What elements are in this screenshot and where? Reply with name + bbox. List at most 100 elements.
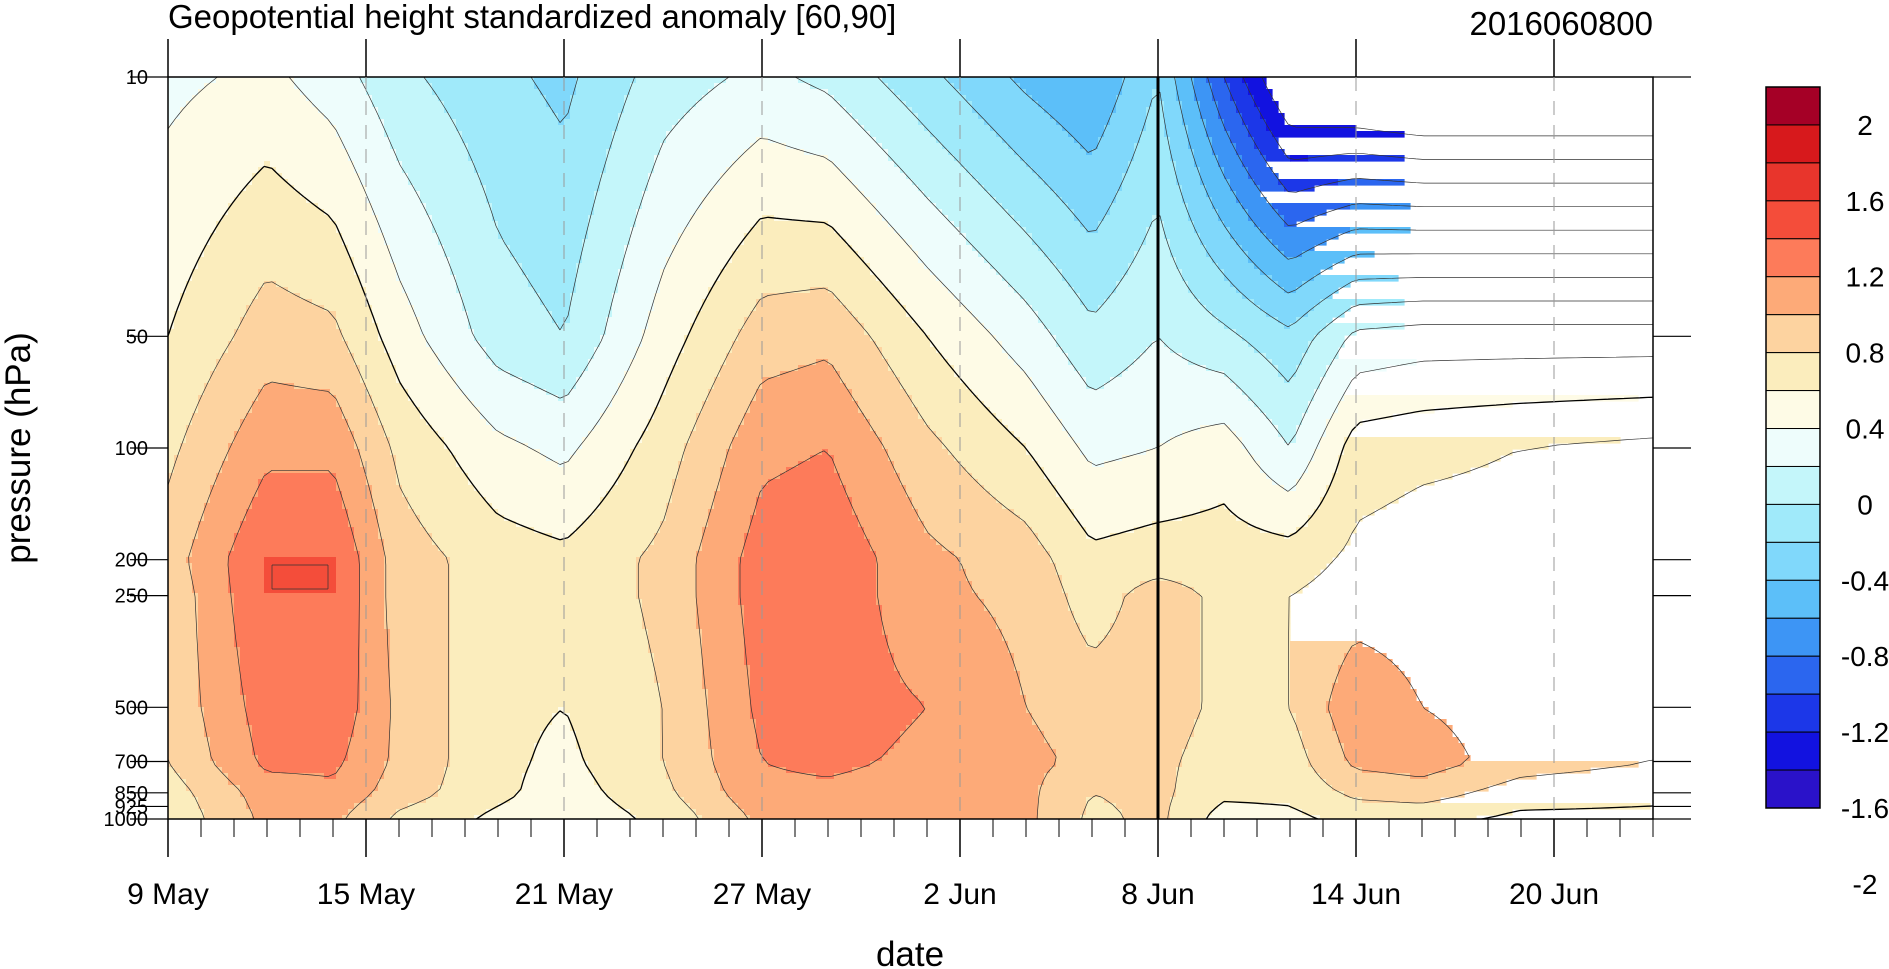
contour-cell bbox=[330, 389, 367, 396]
contour-cell bbox=[702, 539, 745, 546]
contour-cell bbox=[390, 749, 451, 756]
contour-cell bbox=[702, 653, 745, 660]
contour-cell bbox=[450, 737, 541, 744]
contour-cell bbox=[750, 707, 925, 714]
contour-cell bbox=[510, 245, 583, 252]
contour-cell bbox=[1110, 113, 1147, 120]
contour-cell bbox=[360, 449, 391, 456]
contour-cell bbox=[366, 197, 421, 204]
contour-cell bbox=[1170, 239, 1201, 246]
contour-cell bbox=[1260, 227, 1351, 234]
contour-cell bbox=[570, 317, 607, 324]
contour-cell bbox=[1086, 641, 1099, 648]
contour-cell bbox=[1326, 485, 1417, 492]
contour-cell bbox=[1344, 653, 1387, 660]
contour-cell bbox=[1338, 455, 1501, 462]
contour-cell bbox=[1050, 113, 1111, 120]
contour-cell bbox=[342, 143, 391, 150]
contour-cell bbox=[1182, 101, 1201, 108]
contour-cell bbox=[660, 707, 709, 714]
y-tick-label: 250 bbox=[115, 586, 148, 608]
contour-cell bbox=[1002, 629, 1081, 636]
contour-cell bbox=[450, 581, 637, 588]
contour-cell bbox=[1236, 239, 1273, 246]
contour-cell bbox=[486, 419, 601, 426]
contour-cell bbox=[168, 101, 187, 108]
contour-cell bbox=[948, 287, 1015, 294]
colorbar-label: 1.2 bbox=[1846, 262, 1885, 293]
contour-cell bbox=[744, 629, 883, 636]
contour-cell bbox=[396, 275, 457, 282]
contour-cell bbox=[750, 701, 925, 708]
contour-cell bbox=[372, 401, 415, 408]
contour-cell bbox=[708, 707, 751, 714]
contour-cell bbox=[1188, 131, 1207, 138]
contour-cell bbox=[1080, 443, 1159, 450]
contour-cell bbox=[168, 761, 217, 768]
contour-cell bbox=[168, 113, 181, 120]
contour-cell bbox=[546, 455, 571, 462]
contour-cell bbox=[708, 191, 865, 198]
contour-cell bbox=[390, 353, 439, 360]
colorbar-swatch bbox=[1765, 693, 1821, 733]
contour-cell bbox=[198, 527, 241, 534]
contour-cell bbox=[1326, 491, 1405, 498]
contour-cell bbox=[1260, 305, 1315, 312]
contour-cell bbox=[1236, 287, 1285, 294]
contour-cell bbox=[372, 311, 415, 318]
contour-cell bbox=[414, 509, 499, 516]
contour-cell bbox=[354, 257, 391, 264]
contour-cell bbox=[1002, 275, 1063, 282]
contour-cell bbox=[384, 551, 445, 558]
contour-cell bbox=[690, 329, 739, 336]
contour-cell bbox=[606, 167, 655, 174]
contour-cell bbox=[1182, 113, 1201, 120]
colorbar-swatch bbox=[1765, 655, 1821, 695]
contour-cell bbox=[1056, 191, 1117, 198]
contour-cell bbox=[360, 587, 385, 594]
contour-cell bbox=[690, 803, 739, 810]
contour-cell bbox=[576, 377, 625, 384]
contour-cell bbox=[474, 401, 613, 408]
contour-cell bbox=[1242, 443, 1321, 450]
contour-cell bbox=[720, 773, 817, 780]
contour-cell bbox=[384, 617, 451, 624]
contour-cell bbox=[252, 743, 349, 750]
contour-cell bbox=[552, 317, 571, 324]
contour-cell bbox=[450, 713, 553, 720]
contour-cell bbox=[588, 767, 667, 774]
contour-cell bbox=[666, 131, 871, 138]
contour-cell bbox=[1038, 725, 1195, 732]
contour-cell bbox=[612, 299, 655, 306]
contour-cell bbox=[486, 809, 631, 816]
contour-cell bbox=[264, 557, 337, 564]
contour-cell bbox=[1182, 197, 1213, 204]
contour-cell bbox=[708, 719, 757, 726]
contour-cell bbox=[198, 533, 235, 540]
contour-cell bbox=[942, 209, 1009, 216]
contour-cell bbox=[1122, 371, 1225, 378]
contour-cell bbox=[864, 125, 925, 132]
contour-cell bbox=[1176, 767, 1315, 774]
contour-cell bbox=[252, 737, 349, 744]
contour-cell bbox=[660, 725, 709, 732]
contour-cell bbox=[918, 515, 1021, 522]
contour-cell bbox=[198, 407, 253, 414]
contour-cell bbox=[1140, 353, 1183, 360]
contour-cell bbox=[204, 713, 247, 720]
contour-cell bbox=[864, 191, 925, 198]
contour-cell bbox=[582, 521, 661, 528]
contour-cell bbox=[858, 521, 925, 528]
contour-cell bbox=[474, 167, 607, 174]
contour-cell bbox=[744, 149, 805, 156]
contour-cell bbox=[972, 107, 1045, 114]
contour-cell bbox=[348, 509, 379, 516]
contour-cell bbox=[1032, 305, 1087, 312]
contour-cell bbox=[702, 545, 745, 552]
contour-cell bbox=[972, 173, 1039, 180]
contour-cell bbox=[876, 203, 937, 210]
contour-cell bbox=[600, 179, 649, 186]
contour-cell bbox=[510, 371, 583, 378]
contour-cell bbox=[300, 293, 367, 300]
contour-cell bbox=[1236, 329, 1321, 336]
